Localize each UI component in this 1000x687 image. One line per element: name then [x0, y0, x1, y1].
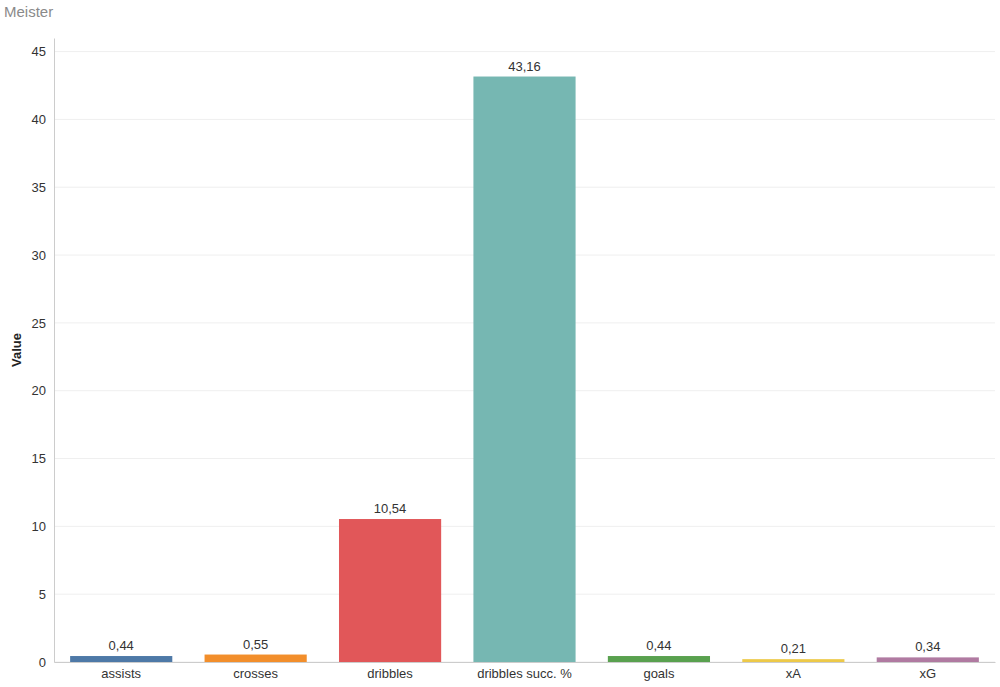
x-tick-label: dribbles — [367, 666, 413, 681]
data-label: 10,54 — [374, 501, 407, 516]
data-label: 0,55 — [243, 637, 268, 652]
data-label: 43,16 — [508, 59, 541, 74]
bars — [70, 77, 979, 662]
bar — [608, 656, 710, 662]
x-tick: xG — [919, 662, 936, 681]
x-tick: xA — [786, 662, 802, 681]
x-tick: crosses — [233, 662, 278, 681]
y-tick: 30 — [32, 248, 54, 263]
data-label: 0,21 — [781, 641, 806, 656]
y-tick: 45 — [32, 44, 54, 59]
y-tick: 20 — [32, 383, 54, 398]
y-tick: 15 — [32, 451, 54, 466]
y-tick-label: 25 — [32, 316, 46, 331]
chart: Meister 0 5 10 15 20 25 30 35 40 45 assists crosses d… — [0, 0, 1000, 687]
y-tick-label: 35 — [32, 180, 46, 195]
chart-title: Meister — [4, 3, 53, 20]
y-axis: 0 5 10 15 20 25 30 35 40 45 — [32, 39, 55, 670]
x-tick-label: crosses — [233, 666, 278, 681]
x-axis-line — [55, 662, 996, 663]
x-tick: dribbles — [367, 662, 413, 681]
y-tick-label: 15 — [32, 451, 46, 466]
bar — [339, 519, 441, 662]
bar — [473, 77, 575, 662]
plot: 0 5 10 15 20 25 30 35 40 45 assists crosses dribbles… — [32, 39, 996, 682]
data-label: 0,44 — [646, 638, 671, 653]
y-tick-label: 40 — [32, 112, 46, 127]
x-tick: dribbles succ. % — [477, 662, 572, 681]
data-label: 0,34 — [915, 639, 940, 654]
x-tick-label: dribbles succ. % — [477, 666, 572, 681]
y-tick: 40 — [32, 112, 54, 127]
x-tick-label: xA — [786, 666, 802, 681]
x-axis: assists crosses dribbles dribbles succ. % go… — [55, 662, 996, 681]
bar — [877, 657, 979, 662]
x-tick: goals — [643, 662, 675, 681]
x-tick-label: xG — [919, 666, 936, 681]
y-tick-label: 5 — [39, 587, 46, 602]
bar — [742, 659, 844, 662]
y-axis-title: Value — [9, 333, 24, 367]
y-tick: 5 — [39, 587, 54, 602]
grid-line — [54, 51, 995, 52]
y-tick: 25 — [32, 316, 54, 331]
grid — [54, 52, 995, 662]
y-tick-label: 30 — [32, 248, 46, 263]
y-axis-line — [54, 39, 55, 663]
x-tick-label: assists — [101, 666, 141, 681]
y-tick: 35 — [32, 180, 54, 195]
data-label: 0,44 — [109, 638, 134, 653]
y-tick-label: 45 — [32, 44, 46, 59]
x-tick: assists — [101, 662, 141, 681]
y-tick-label: 0 — [39, 655, 46, 670]
y-tick: 10 — [32, 519, 54, 534]
bar — [205, 655, 307, 662]
y-tick-label: 20 — [32, 383, 46, 398]
y-tick-label: 10 — [32, 519, 46, 534]
y-tick: 0 — [39, 655, 54, 670]
data-labels: 0,44 0,55 10,54 43,16 0,44 0,21 0,34 — [109, 59, 941, 657]
bar — [70, 656, 172, 662]
x-tick-label: goals — [643, 666, 675, 681]
